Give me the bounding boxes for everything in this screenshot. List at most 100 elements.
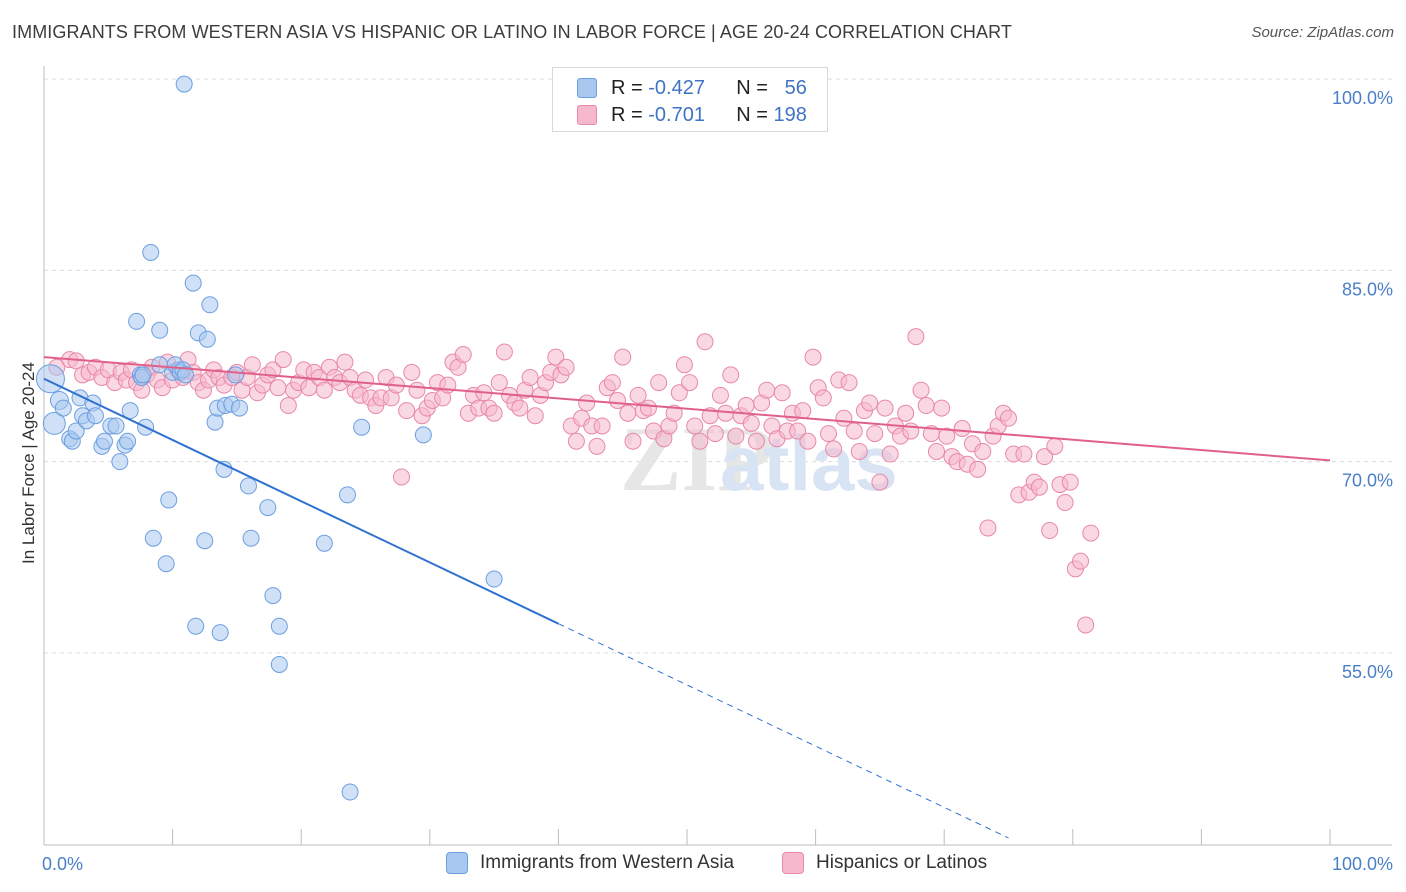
pink-point — [1072, 552, 1090, 570]
legend-swatch-blue — [577, 78, 597, 98]
pink-point — [567, 432, 585, 450]
pink-point — [799, 432, 817, 450]
pink-point — [665, 404, 683, 422]
blue-point — [134, 366, 152, 384]
pink-point — [686, 417, 704, 435]
bottom-legend-label-pink: Hispanics or Latinos — [816, 852, 988, 873]
blue-point — [198, 330, 216, 348]
blue-point — [201, 296, 219, 314]
pink-point — [881, 445, 899, 463]
pink-point — [403, 363, 421, 381]
y-axis-label: In Labor Force | Age 20-24 — [19, 362, 38, 564]
pink-point — [850, 442, 868, 460]
x-tick-label-left: 0.0% — [42, 854, 83, 874]
blue-point — [128, 312, 146, 330]
pink-point — [603, 374, 621, 392]
pink-point — [279, 397, 297, 415]
blue-point — [111, 453, 129, 471]
blue-point — [341, 783, 359, 801]
blue-point — [142, 243, 160, 261]
axes — [43, 66, 1392, 846]
pink-point — [979, 519, 997, 537]
pink-point — [521, 368, 539, 386]
blue-point — [315, 534, 333, 552]
pink-point — [794, 402, 812, 420]
pink-point — [927, 442, 945, 460]
pink-point — [938, 427, 956, 445]
blue-point — [42, 411, 66, 435]
pink-point — [974, 442, 992, 460]
blue-point — [121, 402, 139, 420]
pink-point — [511, 399, 529, 417]
pink-point — [1041, 522, 1059, 540]
pink-point — [825, 440, 843, 458]
legend-r-value-blue: -0.427 — [648, 76, 705, 99]
pink-point — [1082, 524, 1100, 542]
blue-point — [35, 364, 65, 394]
pink-trend-line — [43, 356, 1331, 462]
pink-point — [1000, 409, 1017, 427]
pink-point — [670, 384, 688, 402]
bottom-legend-swatch-blue — [446, 852, 468, 874]
pink-point — [526, 407, 544, 425]
pink-point — [845, 422, 863, 440]
blue-point — [196, 532, 214, 550]
pink-point — [1061, 473, 1079, 491]
chart-title: IMMIGRANTS FROM WESTERN ASIA VS HISPANIC… — [12, 22, 1013, 42]
pink-point — [758, 381, 776, 399]
pink-point — [619, 404, 637, 422]
pink-series-points — [48, 328, 1100, 634]
legend-r-value-pink: -0.701 — [648, 103, 705, 126]
correlation-legend: R = -0.427 N = 56 R = -0.701 N = 198 — [552, 67, 828, 132]
blue-trend-extension — [558, 623, 1009, 839]
blue-point — [95, 432, 113, 450]
pink-point — [737, 397, 755, 415]
pink-point — [629, 386, 647, 404]
pink-point — [274, 351, 292, 369]
bottom-legend-swatch-pink — [782, 852, 804, 874]
blue-point — [227, 366, 245, 384]
pink-point — [614, 348, 632, 366]
pink-point — [773, 384, 791, 402]
pink-point — [547, 348, 565, 366]
blue-point — [144, 529, 162, 547]
pink-point — [814, 389, 832, 407]
pink-point — [1015, 445, 1033, 463]
pink-point — [578, 394, 596, 412]
blue-point — [107, 417, 125, 435]
pink-point — [495, 343, 513, 361]
blue-point — [119, 432, 137, 450]
bottom-legend-blue: Immigrants from Western Asia — [446, 852, 734, 874]
pink-point — [742, 414, 760, 432]
blue-point — [86, 407, 104, 425]
pink-point — [243, 356, 261, 374]
legend-r-label: R = — [611, 103, 643, 126]
pink-point — [871, 473, 889, 491]
bottom-legend-label-blue: Immigrants from Western Asia — [480, 852, 735, 873]
blue-point — [230, 399, 248, 417]
blue-point — [184, 274, 202, 292]
legend-n-value-blue: 56 — [784, 76, 807, 99]
legend-n-label: N = — [736, 76, 768, 99]
pink-point — [835, 409, 853, 427]
blue-point — [338, 486, 356, 504]
pink-point — [675, 356, 693, 374]
source-label: Source: ZipAtlas.com — [1251, 24, 1394, 41]
blue-point — [414, 426, 432, 444]
pink-point — [393, 468, 411, 486]
tick-labels: 100.0% 85.0% 70.0% 55.0% 0.0% 100.0% — [42, 88, 1393, 874]
blue-point — [187, 617, 205, 635]
blue-point — [239, 477, 257, 495]
blue-point — [160, 491, 178, 509]
pink-point — [953, 420, 971, 438]
legend-r-label: R = — [611, 76, 643, 99]
pink-point — [706, 425, 724, 443]
pink-point — [315, 381, 333, 399]
legend-swatch-pink — [577, 105, 597, 125]
pink-point — [691, 432, 709, 450]
pink-point — [269, 379, 287, 397]
blue-point — [206, 413, 224, 431]
legend-n-label: N = — [736, 103, 768, 126]
pink-point — [933, 399, 951, 417]
